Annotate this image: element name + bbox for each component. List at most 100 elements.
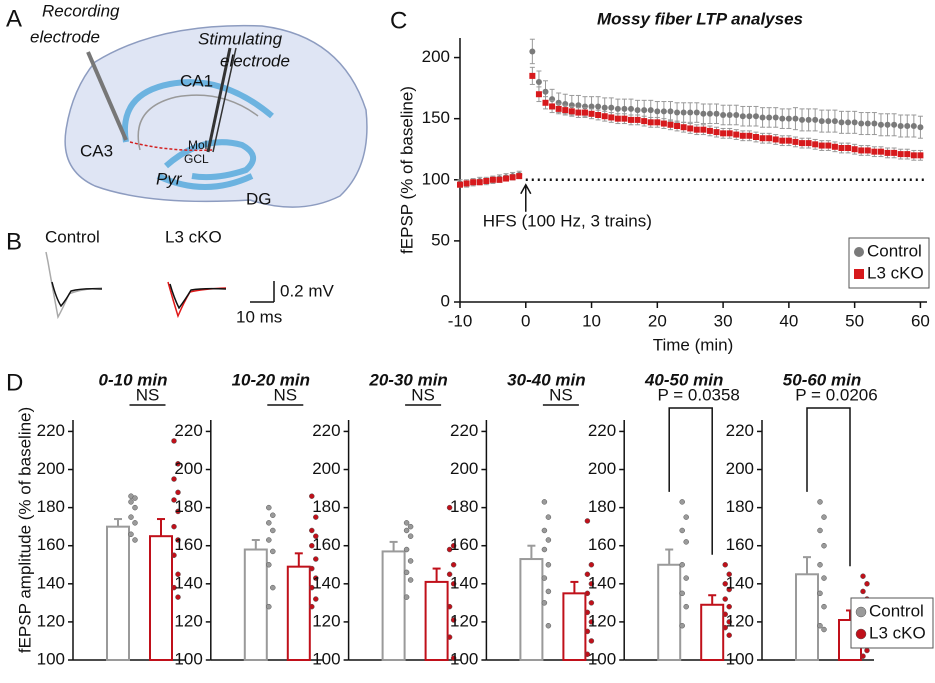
data-point (128, 514, 134, 520)
data-point (446, 603, 453, 610)
legend-label: Control (869, 601, 924, 620)
data-point (647, 119, 654, 126)
dentate-gyrus (156, 173, 254, 190)
data-point (568, 108, 575, 115)
data-point (683, 539, 689, 545)
significance-label: NS (273, 385, 297, 404)
data-point (654, 108, 661, 115)
data-point (403, 569, 410, 576)
data-point (171, 584, 177, 591)
data-point (679, 499, 685, 505)
panel-label: B (6, 228, 22, 255)
data-point (555, 105, 562, 112)
data-point (722, 624, 728, 631)
trace-label: Control (45, 227, 100, 246)
data-point (588, 562, 595, 568)
data-point (541, 546, 548, 553)
data-point (309, 603, 315, 610)
data-point (679, 590, 685, 597)
data-point (450, 581, 457, 587)
data-point (897, 123, 904, 129)
y-tick-label: 160 (450, 535, 478, 554)
data-point (805, 116, 812, 123)
y-tick-label: 200 (37, 459, 65, 478)
data-point (614, 105, 621, 112)
chart-title: 0-10 min (99, 370, 168, 389)
data-point (660, 108, 667, 115)
y-tick-label: 140 (588, 573, 616, 592)
pyramidal-layer (137, 94, 259, 151)
data-point (634, 116, 641, 123)
y-tick-label: 100 (726, 649, 754, 668)
annotation-arrowhead (520, 183, 532, 195)
data-point (817, 499, 823, 505)
x-tick-label: 10 (582, 311, 601, 330)
data-point (634, 107, 641, 114)
data-point (871, 120, 878, 127)
example-traces: Control L3 cKO 0.2 mV 10 ms (45, 227, 335, 326)
data-point (877, 121, 884, 128)
data-point (403, 546, 410, 553)
data-point (739, 132, 746, 139)
data-point (621, 105, 628, 112)
data-point (799, 116, 806, 123)
data-point (470, 179, 477, 186)
data-point (766, 114, 773, 121)
y-tick-label: 180 (174, 497, 202, 516)
bar (795, 573, 819, 661)
data-point (529, 72, 536, 79)
data-point (313, 533, 319, 539)
data-point (476, 179, 483, 186)
data-point (825, 142, 832, 149)
data-point (581, 109, 588, 116)
y-tick-label: 140 (450, 573, 478, 592)
significance-label: NS (136, 385, 160, 404)
data-point (845, 119, 852, 126)
data-point (175, 571, 181, 578)
data-point (313, 514, 319, 520)
data-point (818, 142, 825, 149)
data-point (679, 562, 685, 568)
data-point (270, 548, 276, 555)
data-point (799, 140, 806, 147)
y-tick-label: 100 (450, 649, 478, 668)
data-point (545, 562, 552, 568)
y-tick-label: 100 (588, 649, 616, 668)
data-point (601, 104, 608, 111)
y-tick-label: 150 (422, 108, 450, 127)
data-point (132, 537, 138, 543)
data-point (817, 527, 823, 534)
data-point (654, 119, 661, 126)
data-point (713, 129, 720, 136)
data-point (877, 148, 884, 155)
y-tick-label: 120 (450, 611, 478, 630)
data-point (858, 120, 865, 127)
data-point (446, 504, 453, 511)
data-point (541, 527, 548, 534)
chart-title: 50-60 min (783, 370, 861, 389)
bar (106, 525, 130, 662)
data-point (403, 594, 410, 600)
data-point (805, 140, 812, 147)
y-tick-label: 100 (37, 649, 65, 668)
annotation: Recording (42, 1, 120, 20)
y-tick-label: 200 (726, 459, 754, 478)
data-point (171, 552, 177, 558)
region-label: CA1 (180, 71, 213, 90)
data-point (270, 527, 276, 534)
data-point (584, 518, 591, 524)
data-point (584, 609, 591, 616)
data-point (575, 109, 582, 116)
y-tick-label: 160 (726, 535, 754, 554)
data-point (785, 115, 792, 122)
data-point (450, 655, 457, 661)
data-point (864, 647, 870, 654)
data-point (683, 514, 689, 520)
scale-label: 0.2 mV (280, 281, 335, 300)
chart-title: 10-20 min (232, 370, 310, 389)
data-point (489, 176, 496, 183)
data-point (132, 520, 138, 526)
data-point (860, 573, 866, 579)
data-point (175, 508, 181, 515)
